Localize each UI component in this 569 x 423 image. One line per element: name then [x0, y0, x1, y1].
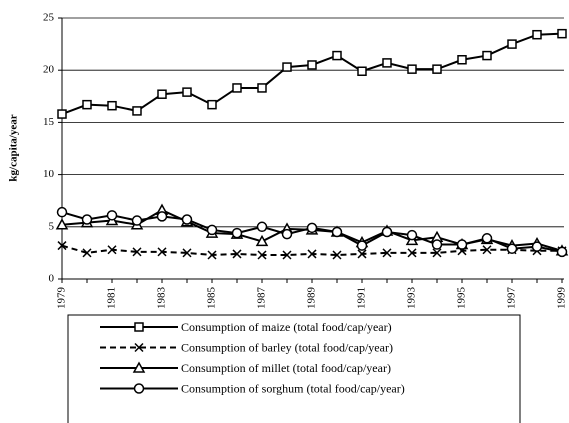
- marker: [157, 89, 167, 99]
- marker: [257, 250, 267, 260]
- marker: [431, 239, 443, 250]
- legend-marker: [134, 342, 144, 353]
- marker: [281, 228, 293, 240]
- marker: [356, 240, 368, 251]
- y-tick-label: 25: [43, 12, 55, 24]
- marker: [407, 248, 417, 258]
- marker: [157, 247, 167, 257]
- marker: [56, 206, 68, 218]
- marker: [207, 250, 217, 260]
- legend-marker: [133, 383, 145, 394]
- x-tick-label: 1999: [556, 287, 568, 310]
- marker: [106, 210, 118, 221]
- marker: [482, 50, 492, 61]
- marker: [231, 227, 243, 239]
- marker: [282, 250, 292, 260]
- marker: [82, 248, 92, 258]
- y-tick-label: 0: [49, 273, 55, 285]
- marker: [556, 246, 568, 258]
- marker: [57, 109, 67, 119]
- marker: [182, 87, 192, 97]
- marker: [407, 64, 417, 74]
- x-tick-label: 1981: [106, 287, 118, 309]
- legend-marker: [134, 322, 144, 332]
- legend-label: Consumption of millet (total food/cap/ye…: [181, 361, 391, 375]
- x-tick-label: 1993: [406, 287, 418, 310]
- marker: [132, 247, 142, 257]
- legend-label: Consumption of barley (total food/cap/ye…: [181, 340, 393, 354]
- legend-box: [67, 314, 521, 423]
- series-line: [61, 32, 563, 115]
- marker: [332, 50, 342, 61]
- marker: [532, 29, 542, 40]
- marker: [357, 66, 367, 76]
- marker: [131, 215, 143, 226]
- marker: [206, 224, 218, 236]
- marker: [382, 248, 392, 258]
- marker: [107, 100, 117, 111]
- marker: [232, 83, 242, 93]
- marker: [482, 245, 492, 255]
- marker: [331, 226, 343, 238]
- marker: [481, 233, 493, 244]
- marker: [307, 249, 317, 259]
- marker: [557, 28, 567, 39]
- marker: [531, 241, 543, 252]
- legend-label: Consumption of sorghum (total food/cap/y…: [181, 381, 405, 395]
- x-tick-label: 1983: [156, 287, 168, 310]
- x-tick-label: 1989: [306, 287, 318, 310]
- marker: [207, 99, 217, 110]
- x-tick-label: 1979: [56, 287, 68, 310]
- y-tick-label: 15: [43, 116, 55, 128]
- marker: [507, 39, 517, 49]
- y-tick-label: 5: [49, 220, 55, 232]
- x-tick-label: 1987: [256, 287, 268, 310]
- legend-label: Consumption of maize (total food/cap/yea…: [181, 320, 392, 334]
- marker: [282, 62, 292, 72]
- marker: [432, 64, 442, 74]
- marker: [82, 99, 92, 110]
- marker: [256, 221, 268, 233]
- y-axis-label: kg/capita/year: [8, 114, 20, 181]
- marker: [382, 58, 392, 68]
- marker: [307, 60, 317, 70]
- marker: [332, 250, 342, 260]
- x-tick-label: 1991: [356, 287, 368, 309]
- marker: [255, 234, 269, 247]
- marker: [357, 249, 367, 259]
- marker: [257, 83, 267, 93]
- y-tick-label: 20: [43, 64, 55, 76]
- marker: [506, 243, 518, 254]
- marker: [181, 214, 193, 225]
- marker: [81, 214, 93, 225]
- marker: [456, 239, 468, 250]
- x-tick-label: 1997: [506, 287, 518, 310]
- x-tick-label: 1985: [206, 287, 218, 310]
- marker: [432, 248, 442, 258]
- y-tick-label: 10: [43, 168, 55, 180]
- marker: [156, 211, 168, 222]
- marker: [406, 229, 418, 241]
- marker: [306, 222, 318, 234]
- marker: [182, 248, 192, 258]
- marker: [107, 245, 117, 255]
- marker: [57, 241, 67, 251]
- marker: [132, 106, 142, 116]
- marker: [381, 226, 393, 238]
- legend-marker: [132, 361, 146, 373]
- marker: [232, 249, 242, 259]
- marker: [457, 55, 467, 65]
- marker: [55, 218, 69, 230]
- x-tick-label: 1995: [456, 287, 468, 310]
